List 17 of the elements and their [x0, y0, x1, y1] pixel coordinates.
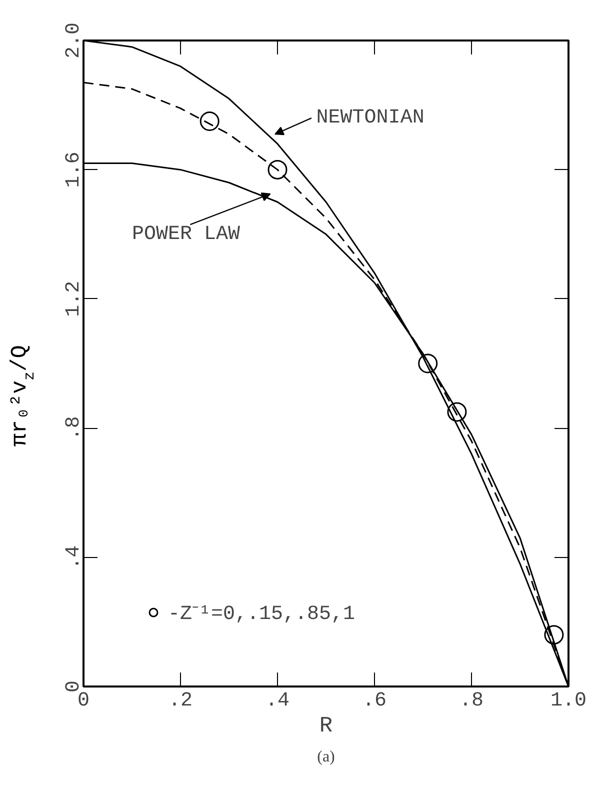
x-tick-label: .4	[266, 690, 290, 712]
annotation: POWER LAW	[132, 222, 240, 246]
annotation: NEWTONIAN	[316, 106, 424, 130]
x-axis-title: R	[319, 714, 333, 738]
x-tick-label: .6	[362, 690, 387, 712]
text: (a)	[317, 748, 335, 766]
y-axis-title: πr₀²vz/Q	[8, 345, 38, 446]
y-tick-label: 1.2	[62, 280, 86, 317]
y-tick-label: .8	[62, 416, 86, 440]
x-tick-label: .8	[460, 690, 484, 712]
x-tick-label: .2	[168, 690, 193, 712]
y-tick-label: 1.6	[62, 152, 86, 188]
legend-label: -Z⁻¹=0,.15,.85,1	[168, 602, 356, 626]
y-tick-label: 2.0	[62, 22, 86, 59]
x-tick-label: 1.0	[550, 690, 587, 712]
y-tick-label: 0	[62, 680, 86, 692]
y-tick-label: .4	[62, 545, 86, 570]
